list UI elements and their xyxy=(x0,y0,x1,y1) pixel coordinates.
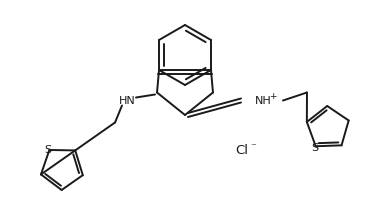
Text: HN: HN xyxy=(119,95,135,105)
Text: ⁻: ⁻ xyxy=(250,142,256,152)
Text: S: S xyxy=(44,145,51,155)
Text: NH: NH xyxy=(255,95,272,105)
Text: Cl: Cl xyxy=(235,143,248,157)
Text: S: S xyxy=(311,143,318,153)
Text: +: + xyxy=(269,92,276,101)
